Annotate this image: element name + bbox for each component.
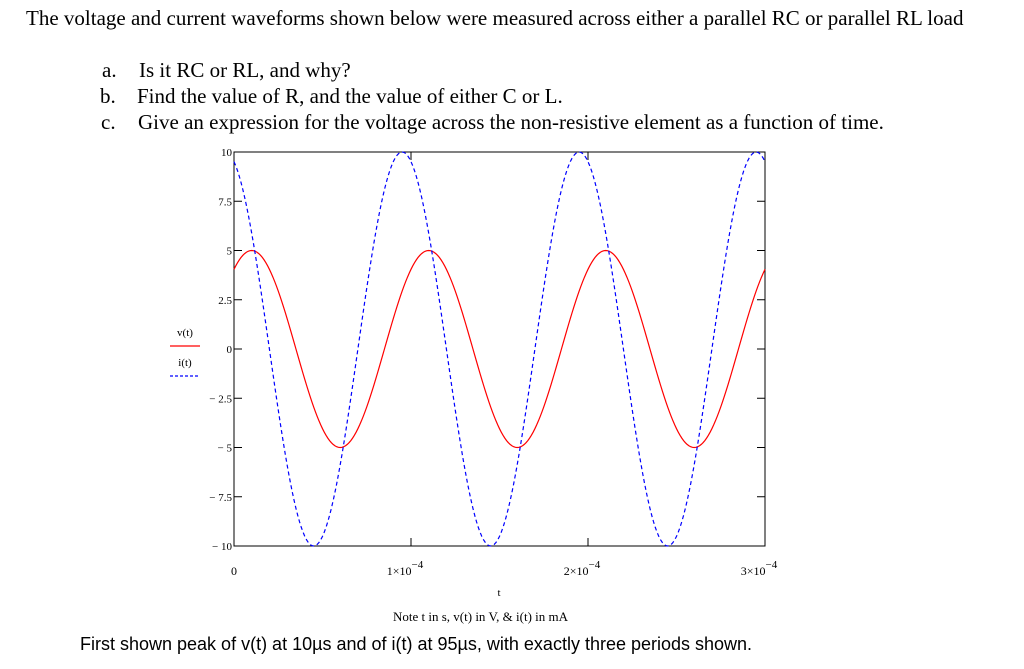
- x-tick-label: 0: [231, 564, 237, 578]
- y-tick-label: − 10: [212, 541, 232, 553]
- waveform-curves: [233, 151, 766, 547]
- plot-area-frame: [233, 151, 766, 547]
- y-tick-label: − 2.5: [209, 393, 232, 405]
- x-tick-label: 2×10−4: [564, 559, 601, 578]
- series-it-line: [233, 151, 766, 547]
- y-tick-label: 10: [221, 147, 233, 159]
- y-tick-label: 2.5: [218, 295, 232, 307]
- question-letter: c.: [101, 110, 116, 134]
- legend-label-vt: v(t): [177, 327, 193, 339]
- x-axis-label: t: [497, 587, 500, 599]
- question-letter: a.: [102, 58, 117, 82]
- x-tick-label-base: 2×10: [564, 564, 589, 578]
- question-text: Give an expression for the voltage acros…: [138, 110, 884, 134]
- x-tick-label-exponent: −4: [412, 559, 424, 571]
- legend-label-it: i(t): [178, 357, 192, 369]
- x-tick-label-base: 3×10: [741, 564, 766, 578]
- question-letter: b.: [100, 84, 116, 108]
- y-tick-label: 5: [227, 246, 233, 258]
- x-tick-label: 1×10−4: [387, 559, 424, 578]
- y-tick-label: − 7.5: [209, 492, 232, 504]
- units-note: Note t in s, v(t) in V, & i(t) in mA: [393, 609, 569, 624]
- y-tick-label: 0: [227, 344, 233, 356]
- y-tick-label: − 5: [218, 443, 233, 455]
- chart-legend: v(t) i(t): [170, 327, 200, 377]
- x-axis-ticks: 0 1×10−4 2×10−4 3×10−4: [231, 152, 778, 578]
- x-tick-label-exponent: −4: [766, 559, 778, 571]
- question-text: Find the value of R, and the value of ei…: [137, 84, 563, 108]
- y-tick-label: 7.5: [218, 196, 232, 208]
- question-text: Is it RC or RL, and why?: [139, 58, 351, 82]
- problem-statement: The voltage and current waveforms shown …: [26, 6, 964, 30]
- y-axis-ticks: 10 7.5 5 2.5 0 − 2.5 − 5 − 7.5 − 10: [209, 147, 765, 553]
- x-tick-label-base: 1×10: [387, 564, 412, 578]
- x-tick-label: 3×10−4: [741, 559, 778, 578]
- summary-caption: First shown peak of v(t) at 10µs and of …: [80, 634, 753, 654]
- series-vt-line: [233, 249, 766, 449]
- x-tick-label-exponent: −4: [589, 559, 601, 571]
